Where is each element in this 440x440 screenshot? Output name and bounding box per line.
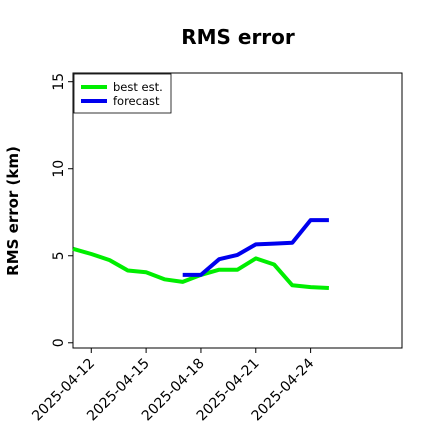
y-ticks: 0 5 10 15 xyxy=(51,73,73,347)
y-tick-label: 15 xyxy=(51,73,67,91)
chart-title: RMS error xyxy=(181,25,295,49)
y-tick-label: 5 xyxy=(51,251,67,260)
x-ticks: 2025-04-122025-04-152025-04-182025-04-21… xyxy=(29,348,317,424)
y-tick-label: 0 xyxy=(51,338,67,347)
series-lines xyxy=(72,218,329,290)
y-axis-label: RMS error (km) xyxy=(4,146,22,276)
series-line-best-est xyxy=(72,246,329,290)
legend: best est. forecast xyxy=(73,73,172,114)
series-line-forecast xyxy=(182,218,329,277)
y-tick-label: 10 xyxy=(51,160,67,178)
legend-box xyxy=(73,73,172,114)
legend-label-forecast: forecast xyxy=(113,94,160,108)
plot-frame xyxy=(72,72,403,349)
legend-label-best-est: best est. xyxy=(113,80,163,94)
